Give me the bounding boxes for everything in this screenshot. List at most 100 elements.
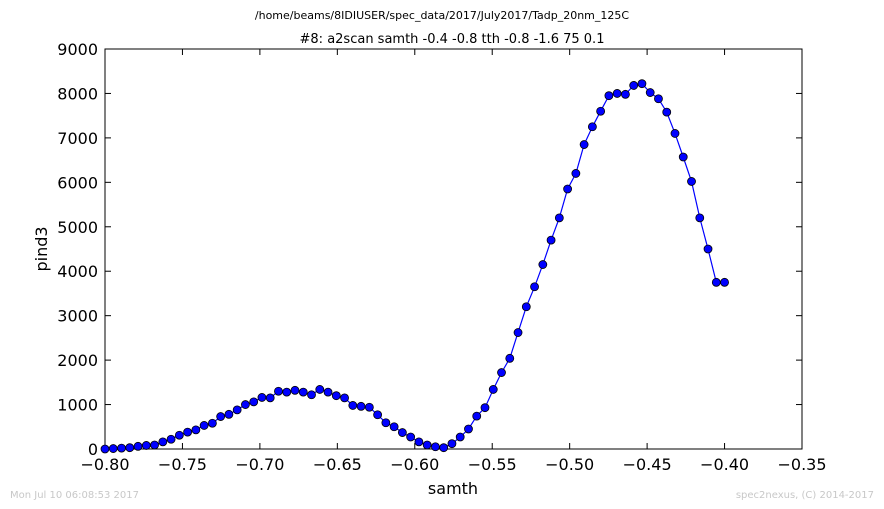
data-point xyxy=(439,443,449,453)
data-point xyxy=(232,405,242,415)
data-point xyxy=(554,213,564,223)
data-point xyxy=(629,81,639,90)
data-point xyxy=(315,385,325,394)
data-point xyxy=(389,422,399,432)
series-line xyxy=(104,83,725,450)
data-point xyxy=(422,440,432,450)
x-tick-label: −0.55 xyxy=(468,455,517,474)
data-point xyxy=(356,401,366,411)
data-point xyxy=(133,441,143,451)
chart-title: #8: a2scan samth -0.4 -0.8 tth -0.8 -1.6… xyxy=(300,32,605,47)
data-point xyxy=(108,444,118,453)
y-axis-label: pind3 xyxy=(32,226,51,271)
data-point xyxy=(695,213,705,223)
data-point xyxy=(497,368,506,377)
data-point xyxy=(447,439,457,449)
data-point xyxy=(117,443,126,453)
y-tick-label: 8000 xyxy=(57,84,98,103)
data-point xyxy=(265,393,275,403)
data-point xyxy=(711,277,721,287)
data-point xyxy=(381,418,391,428)
x-tick-label: −0.35 xyxy=(777,455,826,474)
data-point xyxy=(249,397,259,407)
x-tick-label: −0.50 xyxy=(545,455,594,474)
data-point xyxy=(505,353,515,363)
data-point xyxy=(183,427,193,437)
data-point xyxy=(364,402,374,412)
data-point xyxy=(530,282,539,292)
data-point xyxy=(216,412,226,421)
data-point xyxy=(563,184,573,194)
data-point xyxy=(521,302,531,312)
data-point xyxy=(290,385,300,395)
data-point xyxy=(687,177,696,186)
data-point xyxy=(431,442,440,452)
footer-timestamp: Mon Jul 10 06:08:53 2017 xyxy=(10,490,139,501)
y-tick-label: 6000 xyxy=(57,173,98,192)
data-point xyxy=(397,428,407,437)
y-tick-label: 5000 xyxy=(57,218,98,237)
data-point xyxy=(662,107,672,117)
data-series xyxy=(100,79,729,454)
data-point xyxy=(480,403,490,413)
data-point xyxy=(199,421,209,430)
x-tick-label: −0.75 xyxy=(158,455,207,474)
data-point xyxy=(166,434,176,444)
data-point xyxy=(224,409,234,419)
data-point xyxy=(406,432,416,442)
data-point xyxy=(621,89,630,99)
y-tick-label: 2000 xyxy=(57,351,98,370)
data-point xyxy=(464,424,473,434)
data-point xyxy=(546,235,556,245)
data-point xyxy=(274,386,283,396)
plot-area xyxy=(104,48,803,450)
data-point xyxy=(472,411,482,421)
data-point xyxy=(331,391,341,401)
data-point xyxy=(579,140,589,149)
data-point xyxy=(373,410,383,420)
data-point xyxy=(340,393,349,403)
data-point xyxy=(298,387,308,397)
data-point xyxy=(670,129,680,138)
x-tick-label: −0.60 xyxy=(390,455,439,474)
y-tick-label: 4000 xyxy=(57,262,98,281)
data-point xyxy=(191,425,201,435)
data-point xyxy=(587,122,597,132)
data-point xyxy=(612,89,622,98)
data-point xyxy=(348,401,358,410)
data-point xyxy=(141,441,151,450)
data-point xyxy=(678,152,688,162)
data-point xyxy=(538,260,548,269)
data-point xyxy=(654,94,663,104)
data-point xyxy=(307,390,316,400)
footer-credit: spec2nexus, (C) 2014-2017 xyxy=(735,490,874,501)
data-point xyxy=(323,387,333,397)
x-tick-label: −0.65 xyxy=(313,455,362,474)
y-tick-label: 7000 xyxy=(57,129,98,148)
data-point xyxy=(150,440,159,450)
data-point xyxy=(703,244,713,254)
x-tick-label: −0.70 xyxy=(235,455,284,474)
data-point xyxy=(488,385,498,394)
data-point xyxy=(455,432,465,442)
axis-ticks: −0.80 −0.75 −0.70 −0.65 −0.60 −0.55 −0.50 −0.45… xyxy=(57,40,826,474)
data-point xyxy=(158,437,168,447)
data-point xyxy=(282,387,292,397)
y-tick-label: 3000 xyxy=(57,307,98,326)
x-tick-label: −0.45 xyxy=(623,455,672,474)
data-point xyxy=(637,79,647,89)
data-point xyxy=(604,91,614,101)
y-tick-label: 9000 xyxy=(57,40,98,59)
data-point xyxy=(125,443,135,453)
data-point xyxy=(596,106,606,116)
x-axis-label: samth xyxy=(428,479,478,498)
x-tick-label: −0.40 xyxy=(700,455,749,474)
data-point xyxy=(571,169,581,178)
data-point xyxy=(207,418,217,428)
data-point xyxy=(241,400,250,409)
data-point xyxy=(720,277,729,287)
y-tick-label: 1000 xyxy=(57,396,98,415)
data-point xyxy=(100,444,110,454)
data-point xyxy=(513,328,523,337)
y-tick-label: 0 xyxy=(88,440,98,459)
